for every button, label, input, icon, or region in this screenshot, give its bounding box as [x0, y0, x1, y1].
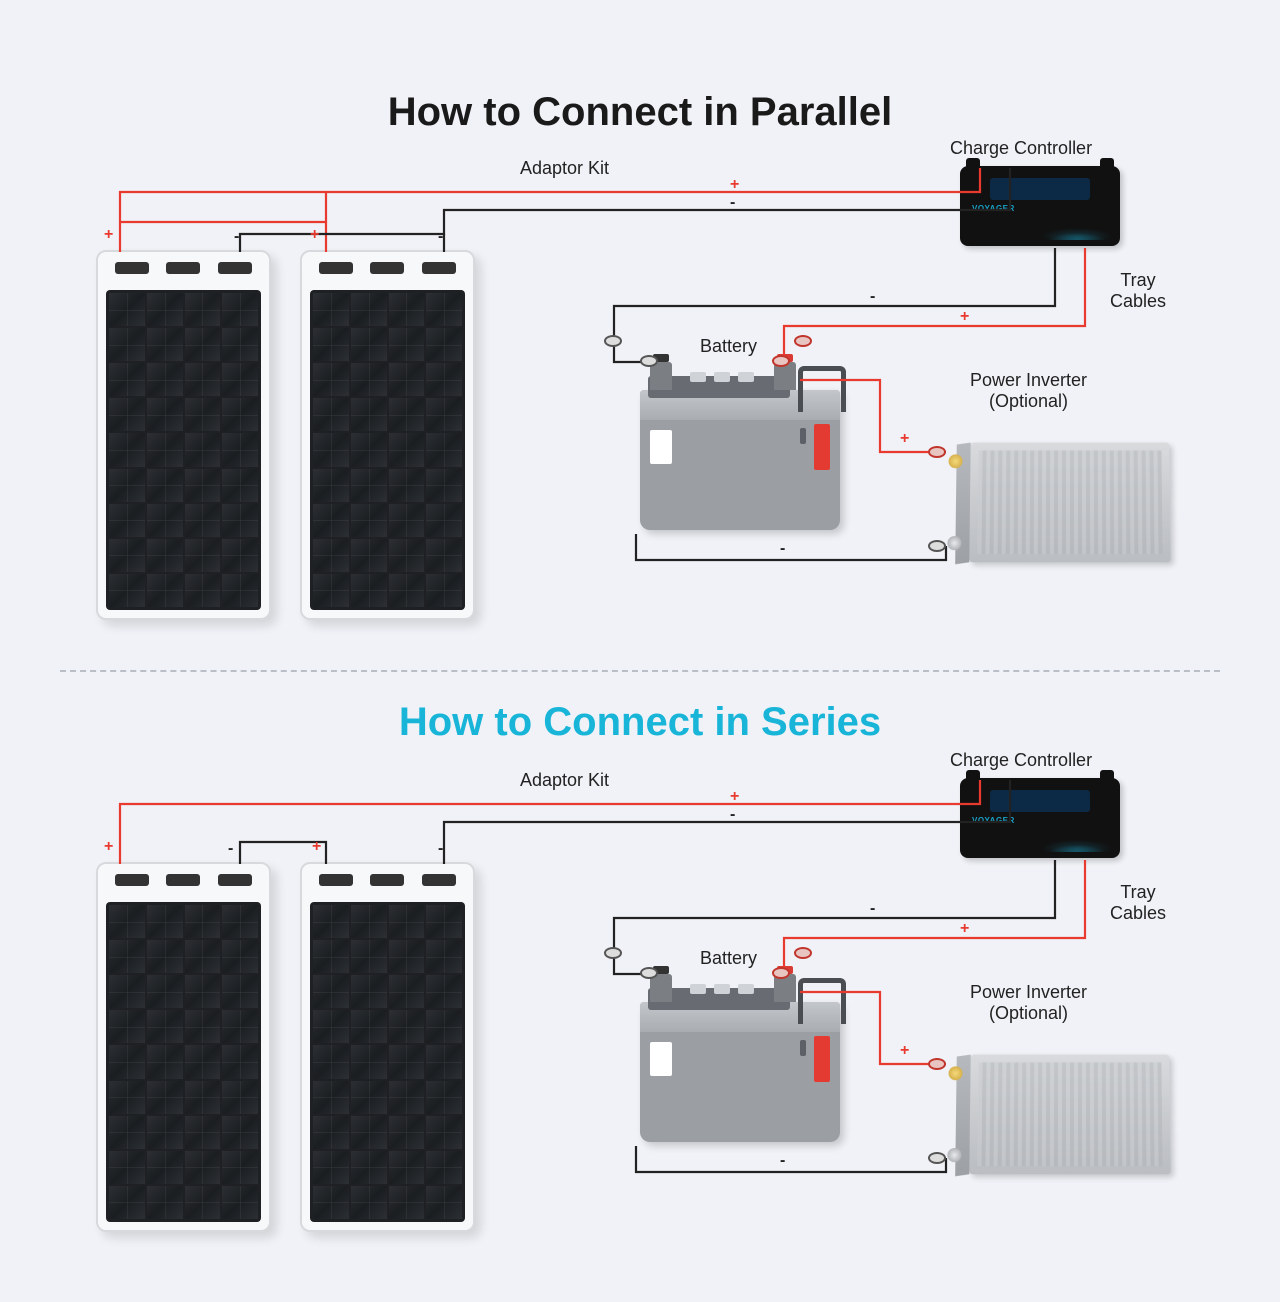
- plus-icon: +: [104, 838, 113, 856]
- charge-controller: VOYAGER: [960, 166, 1120, 246]
- ring-terminal-icon: [604, 335, 622, 347]
- plus-icon: +: [900, 1042, 909, 1060]
- minus-icon: -: [730, 806, 735, 824]
- plus-icon: +: [312, 838, 321, 856]
- minus-icon: -: [870, 288, 875, 306]
- solar-panel-a: [96, 862, 271, 1232]
- panel-cells: [106, 902, 261, 1222]
- ring-terminal-icon: [604, 947, 622, 959]
- battery: [640, 1002, 840, 1142]
- ring-terminal-icon: [640, 967, 658, 979]
- plus-icon: +: [310, 226, 319, 244]
- label-tray-cables: Tray Cables: [1110, 882, 1166, 924]
- ring-terminal-icon: [794, 335, 812, 347]
- minus-icon: -: [438, 840, 443, 858]
- minus-icon: -: [780, 1152, 785, 1170]
- ring-terminal-icon: [640, 355, 658, 367]
- ring-terminal-icon: [772, 967, 790, 979]
- ring-terminal-icon: [928, 446, 946, 458]
- battery: [640, 390, 840, 530]
- ring-terminal-icon: [928, 540, 946, 552]
- solar-panel-b: [300, 862, 475, 1232]
- title-parallel: How to Connect in Parallel: [0, 90, 1280, 135]
- plus-icon: +: [104, 226, 113, 244]
- minus-icon: -: [730, 194, 735, 212]
- solar-panel-a: [96, 250, 271, 620]
- label-tray-cables: Tray Cables: [1110, 270, 1166, 312]
- label-charge-controller: Charge Controller: [950, 138, 1092, 159]
- panel-cells: [310, 902, 465, 1222]
- ring-terminal-icon: [794, 947, 812, 959]
- label-adaptor-kit: Adaptor Kit: [520, 158, 609, 179]
- plus-icon: +: [960, 920, 969, 938]
- label-adaptor-kit: Adaptor Kit: [520, 770, 609, 791]
- charge-controller: VOYAGER: [960, 778, 1120, 858]
- plus-icon: +: [730, 788, 739, 806]
- power-inverter: [969, 1055, 1170, 1175]
- title-series: How to Connect in Series: [0, 700, 1280, 745]
- ring-terminal-icon: [928, 1058, 946, 1070]
- power-inverter: [969, 443, 1170, 563]
- minus-icon: -: [870, 900, 875, 918]
- panel-cells: [310, 290, 465, 610]
- plus-icon: +: [960, 308, 969, 326]
- panel-cells: [106, 290, 261, 610]
- label-power-inverter: Power Inverter (Optional): [970, 982, 1087, 1024]
- label-battery: Battery: [700, 948, 757, 969]
- minus-icon: -: [234, 228, 239, 246]
- label-charge-controller: Charge Controller: [950, 750, 1092, 771]
- minus-icon: -: [228, 840, 233, 858]
- ring-terminal-icon: [928, 1152, 946, 1164]
- minus-icon: -: [780, 540, 785, 558]
- plus-icon: +: [730, 176, 739, 194]
- section-divider: [60, 670, 1220, 672]
- plus-icon: +: [900, 430, 909, 448]
- ring-terminal-icon: [772, 355, 790, 367]
- label-power-inverter: Power Inverter (Optional): [970, 370, 1087, 412]
- section-series: Adaptor Kit Charge Controller Tray Cable…: [0, 742, 1280, 1302]
- solar-panel-b: [300, 250, 475, 620]
- section-parallel: Adaptor Kit Charge Controller Tray Cable…: [0, 130, 1280, 690]
- minus-icon: -: [438, 228, 443, 246]
- label-battery: Battery: [700, 336, 757, 357]
